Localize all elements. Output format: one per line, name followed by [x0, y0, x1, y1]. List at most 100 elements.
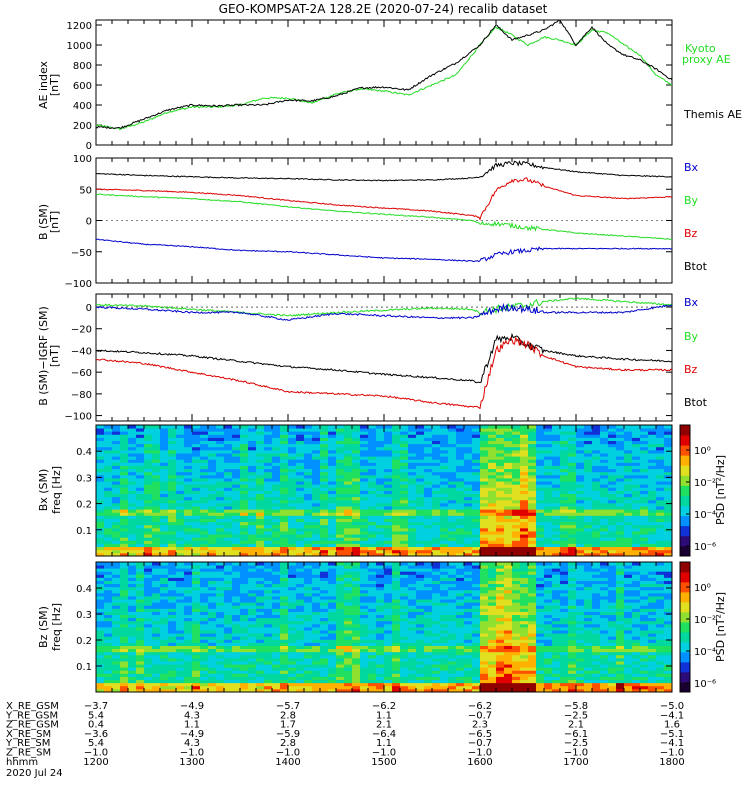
- bxspec-cell: [168, 512, 177, 516]
- bxspec-cell: [616, 465, 625, 470]
- bxspec-cell: [264, 509, 273, 513]
- bzspec-cell: [208, 614, 217, 619]
- bxspec-cell: [448, 546, 457, 551]
- bxspec-cell: [96, 546, 105, 551]
- bxspec-cell: [280, 490, 289, 495]
- bxspec-cell: [464, 534, 473, 538]
- bxspec-cell: [392, 543, 401, 548]
- bzspec-cell: [360, 617, 369, 622]
- bzspec-cell: [224, 599, 233, 603]
- bxspec-cell: [464, 456, 473, 460]
- bzspec-cell: [208, 577, 217, 581]
- bxspec-cell: [424, 506, 433, 510]
- bzspec-cell: [376, 636, 385, 640]
- bxspec-cell: [464, 518, 473, 523]
- bxspec-cell: [456, 512, 465, 516]
- bxspec-cell: [128, 506, 137, 510]
- bxspec-cell: [520, 431, 529, 435]
- bzspec-cell: [184, 651, 193, 656]
- bzspec-cell: [168, 642, 177, 646]
- bxspec-cell: [544, 512, 553, 516]
- bzspec-cell: [256, 648, 265, 653]
- bzspec-cell: [232, 648, 241, 653]
- bxspec-cell: [584, 474, 593, 479]
- bxspec-cell: [296, 443, 305, 448]
- bxspec-cell: [240, 515, 249, 519]
- bxspec-cell: [280, 471, 289, 476]
- bxspec-cell: [640, 431, 649, 435]
- bzspec-cell: [344, 623, 353, 628]
- bxspec-cell: [488, 540, 497, 544]
- bxspec-cell: [336, 474, 345, 479]
- bxspec-cell: [592, 434, 601, 438]
- ae-ylabel: AE index: [37, 60, 50, 109]
- bxspec-cell: [352, 431, 361, 435]
- bsm-yunit: [nT]: [48, 211, 61, 233]
- bzspec-cell: [152, 605, 161, 609]
- bzspec-cell: [304, 670, 313, 674]
- bxspec-cell: [408, 456, 417, 460]
- bzspec-cell: [104, 592, 113, 597]
- bzspec-cell: [136, 673, 145, 677]
- bxspec-cell: [656, 515, 665, 519]
- bxspec-cell: [256, 499, 265, 504]
- bxspec-cell: [384, 453, 393, 457]
- bxspec-cell: [616, 496, 625, 501]
- bxspec-cell: [624, 484, 633, 488]
- bzspec-cell: [152, 611, 161, 616]
- bxspec-cell: [648, 484, 657, 488]
- bxspec-cell: [168, 478, 177, 482]
- bzspec-cell: [304, 630, 313, 634]
- bzspec-cell: [320, 608, 329, 612]
- bzspec-cell: [240, 661, 249, 665]
- bxspec-cell: [112, 443, 121, 448]
- bzspec-cell: [360, 685, 369, 690]
- bxspec-cell: [184, 459, 193, 463]
- bxspec-cell: [224, 434, 233, 438]
- bxspec-cell: [376, 534, 385, 538]
- bzspec-cell: [128, 639, 137, 643]
- bzspec-cell: [320, 562, 329, 566]
- bxspec-cell: [592, 524, 601, 529]
- bxspec-cell: [248, 521, 257, 526]
- bxspec-cell: [152, 496, 161, 501]
- bxspec-cell: [512, 437, 521, 441]
- bxspec-cell: [408, 449, 417, 454]
- bxspec-cell: [600, 465, 609, 470]
- bxspec-cell: [384, 431, 393, 435]
- bxspec-cell: [104, 487, 113, 491]
- bxspec-cell: [104, 546, 113, 551]
- bzspec-cell: [320, 682, 329, 687]
- bxspec-cell: [416, 527, 425, 532]
- bxspec-cell: [600, 496, 609, 501]
- bzspec-cell: [96, 642, 105, 646]
- bzspec-cell: [224, 661, 233, 665]
- bzspec-cell: [240, 580, 249, 585]
- bxspec-cell: [432, 456, 441, 460]
- bxspec-cell: [520, 524, 529, 529]
- bzspec-cell: [296, 639, 305, 643]
- bxspec-cell: [128, 434, 137, 438]
- bxspec-cell: [624, 474, 633, 479]
- bxspec-cell: [504, 462, 513, 466]
- bxspec-cell: [288, 471, 297, 476]
- bxspec-cell: [288, 540, 297, 544]
- bxspec-cell: [288, 499, 297, 504]
- bzspec-cell: [104, 682, 113, 687]
- bzspec-cell: [296, 565, 305, 569]
- bxspec-cell: [560, 468, 569, 473]
- bxspec-cell: [400, 549, 409, 554]
- bxspec-cell: [152, 459, 161, 463]
- bzspec-cell: [208, 654, 217, 659]
- bxspec-cell: [296, 506, 305, 510]
- bxspec-cell: [640, 459, 649, 463]
- bzspec-cell: [168, 670, 177, 674]
- bzspec-cell: [304, 577, 313, 581]
- bzspec-cell: [336, 617, 345, 622]
- bzspec-cell: [224, 611, 233, 616]
- bxspec-cell: [648, 509, 657, 513]
- bxspec-cell: [376, 499, 385, 504]
- bxspec-cell: [176, 446, 185, 451]
- bzspec-cell: [128, 562, 137, 566]
- bxspec-cell: [368, 546, 377, 551]
